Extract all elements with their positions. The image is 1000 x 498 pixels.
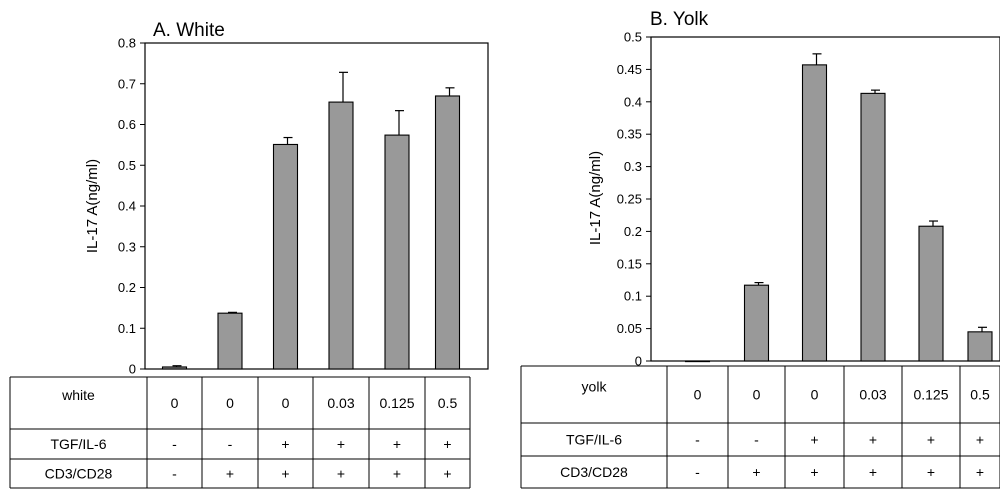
table-cell: 0: [171, 395, 179, 411]
y-tick-label: 0.45: [617, 62, 642, 77]
table-cell: +: [337, 436, 345, 452]
y-tick-label: 0.1: [118, 321, 136, 336]
table-cell: 0.5: [970, 387, 990, 403]
table-cell: -: [172, 466, 177, 482]
bar: [217, 312, 243, 370]
table-cell: +: [976, 432, 984, 448]
condition-table: yolk 0 0 0 0.03 0.125 0.5 TGF/IL-6 - - + + + + CD3/CD2…: [520, 365, 1000, 489]
table-cell: +: [393, 436, 401, 452]
table-row-label: yolk: [582, 379, 608, 395]
table-cell: 0.5: [438, 395, 458, 411]
y-tick-label: 0.6: [118, 117, 136, 132]
y-tick-label: 0: [129, 362, 136, 377]
y-tick-label: 0.3: [624, 159, 642, 174]
table-cell: 0: [811, 387, 819, 403]
y-tick-label: 0.2: [624, 224, 642, 239]
table-cell: +: [810, 464, 818, 480]
y-tick-label: 0.8: [118, 36, 136, 51]
table-cell: 0.03: [327, 395, 354, 411]
table-cell: 0: [282, 395, 290, 411]
y-axis-label: IL-17 A(ng/ml): [587, 151, 604, 245]
table-cell: +: [226, 466, 234, 482]
table-row-label: TGF/IL-6: [566, 432, 622, 448]
y-tick-label: 0.2: [118, 280, 136, 295]
table-cell: -: [695, 432, 700, 448]
y-tick-label: 0: [635, 354, 642, 369]
table-cell: +: [927, 432, 935, 448]
table-row-label: CD3/CD28: [45, 466, 113, 482]
y-tick-label: 0.35: [617, 127, 642, 142]
table-row-label: white: [61, 387, 95, 403]
table-cell: -: [172, 436, 177, 452]
bar: [801, 64, 828, 362]
y-tick-label: 0.05: [617, 321, 642, 336]
table-cell: +: [869, 464, 877, 480]
y-tick-label: 0.5: [118, 158, 136, 173]
y-tick-label: 0.5: [624, 30, 642, 45]
table-cell: 0.125: [913, 387, 948, 403]
bar: [384, 134, 410, 370]
table-row-label: CD3/CD28: [560, 464, 628, 480]
y-axis-label: IL-17 A(ng/ml): [84, 159, 101, 253]
panel-yolk: B. Yolk IL-17 A(ng/ml) 0 0.05 0.1 0.15 0.2 0.25…: [520, 9, 1000, 489]
bar: [272, 143, 299, 370]
y-tick-label: 0.25: [617, 192, 642, 207]
bar: [918, 225, 944, 362]
bar: [328, 101, 354, 370]
table-cell: 0.125: [379, 395, 414, 411]
panel-title: B. Yolk: [650, 9, 709, 30]
table-cell: -: [228, 436, 233, 452]
table-cell: +: [281, 466, 289, 482]
table-cell: +: [810, 432, 818, 448]
table-cell: +: [337, 466, 345, 482]
bar: [161, 366, 188, 370]
bar: [860, 92, 886, 362]
bar: [684, 360, 711, 363]
table-cell: +: [752, 464, 760, 480]
table-cell: +: [869, 432, 877, 448]
y-tick-label: 0.4: [118, 199, 136, 214]
table-cell: 0.03: [859, 387, 886, 403]
table-cell: 0: [753, 387, 761, 403]
y-tick-label: 0.15: [617, 256, 642, 271]
panel-title: A. White: [153, 20, 225, 41]
table-cell: +: [281, 436, 289, 452]
condition-table: white 0 0 0 0.03 0.125 0.5 TGF/IL-6 - - + + + + CD3/CD…: [9, 376, 471, 489]
table-cell: 0: [694, 387, 702, 403]
bar: [743, 284, 770, 362]
table-cell: +: [443, 436, 451, 452]
y-tick-label: 0.7: [118, 76, 136, 91]
table-cell: -: [754, 432, 759, 448]
table-cell: +: [927, 464, 935, 480]
table-row-label: TGF/IL-6: [50, 436, 106, 452]
y-tick-label: 0.1: [624, 289, 642, 304]
table-cell: +: [393, 466, 401, 482]
table-cell: +: [976, 464, 984, 480]
y-tick-label: 0.3: [118, 239, 136, 254]
table-cell: -: [695, 464, 700, 480]
table-cell: +: [443, 466, 451, 482]
table-cell: 0: [226, 395, 234, 411]
bar: [434, 95, 461, 370]
panel-white: A. White IL-17 A(ng/ml) 0 0.1 0.2 0.3 0.4 0.5 0.…: [9, 20, 489, 489]
bar: [967, 331, 993, 362]
y-tick-label: 0.4: [624, 94, 642, 109]
